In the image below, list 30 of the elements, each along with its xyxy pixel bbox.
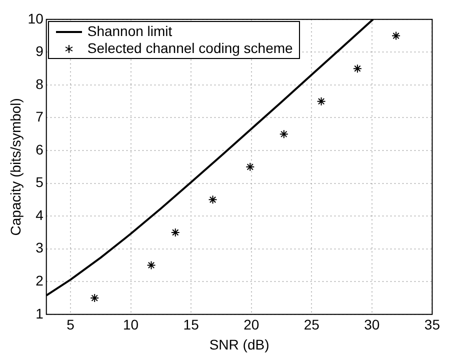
y-tick-label: 6 <box>36 141 44 158</box>
x-tick-label: 10 <box>122 316 139 333</box>
point <box>170 228 180 237</box>
x-tick-label: 20 <box>244 316 260 333</box>
point <box>90 294 100 303</box>
y-axis-title: Capacity (bits/symbol) <box>7 98 24 236</box>
y-tick-label: 9 <box>36 43 44 60</box>
x-tick-label: 25 <box>304 316 320 333</box>
y-tick-label: 7 <box>36 108 44 125</box>
point <box>279 130 288 139</box>
y-tick-label: 5 <box>36 174 44 190</box>
legend-label: Selected channel coding scheme <box>87 40 293 58</box>
x-tick-label: 5 <box>66 316 75 333</box>
x-tick-label: 15 <box>183 316 200 333</box>
y-tick-label: 2 <box>36 272 44 288</box>
x-axis-title: SNR (dB) <box>209 336 270 352</box>
point <box>246 162 255 172</box>
point <box>352 64 362 74</box>
point <box>316 96 326 106</box>
y-tick-label: 10 <box>28 10 44 26</box>
y-tick-label: 3 <box>36 240 44 256</box>
x-tick-label: 30 <box>364 316 380 333</box>
legend-label: Shannon limit <box>87 23 172 40</box>
point <box>146 260 156 270</box>
y-tick-label: 4 <box>36 206 44 223</box>
y-tick-label: 1 <box>36 305 44 322</box>
point <box>208 195 218 204</box>
point <box>392 31 401 40</box>
y-tick-label: 8 <box>36 76 44 92</box>
x-tick-label: 35 <box>424 316 440 333</box>
